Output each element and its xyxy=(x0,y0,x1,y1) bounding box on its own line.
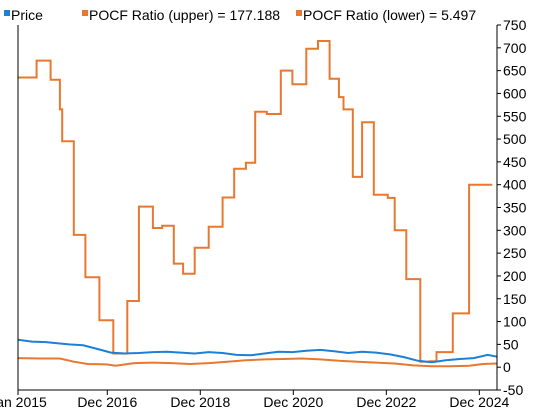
y-tick-label: 150 xyxy=(503,291,527,307)
legend-label-pocf-lower: POCF Ratio (lower) = 5.497 xyxy=(303,7,476,23)
y-tick-label: 750 xyxy=(503,17,527,33)
y-tick-label: 0 xyxy=(503,359,511,375)
y-tick-label: 200 xyxy=(503,268,527,284)
y-tick-label: 400 xyxy=(503,177,527,193)
series-line-pocf-ratio-lower-5-497 xyxy=(17,357,498,368)
axes-layer: 7507006506005505004504003503002502001501… xyxy=(0,17,527,410)
series-line-price xyxy=(17,338,498,364)
legend-swatch-price xyxy=(4,10,10,16)
x-tick-label: Dec 2020 xyxy=(263,394,323,410)
y-tick-label: -50 xyxy=(503,382,523,398)
y-tick-label: 500 xyxy=(503,131,527,147)
legend-swatch-pocf-lower xyxy=(296,10,302,16)
y-tick-label: 550 xyxy=(503,108,527,124)
y-tick-label: 350 xyxy=(503,200,527,216)
x-tick-label: Dec 2016 xyxy=(77,394,137,410)
y-tick-label: 250 xyxy=(503,245,527,261)
x-tick-label: Dec 2018 xyxy=(170,394,230,410)
y-tick-label: 300 xyxy=(503,222,527,238)
y-tick-label: 50 xyxy=(503,336,519,352)
legend-label-pocf-upper: POCF Ratio (upper) = 177.188 xyxy=(89,7,280,23)
legend-swatch-pocf-upper xyxy=(82,10,88,16)
series-line-pocf-ratio-upper-177-188 xyxy=(18,40,493,363)
x-tick-label: Dec 2024 xyxy=(449,394,509,410)
y-tick-label: 700 xyxy=(503,40,527,56)
y-tick-label: 600 xyxy=(503,85,527,101)
x-tick-label: Dec 2022 xyxy=(356,394,416,410)
chart-legend: Price POCF Ratio (upper) = 177.188 POCF … xyxy=(4,7,476,23)
series-layer xyxy=(17,40,498,368)
y-tick-label: 100 xyxy=(503,314,527,330)
y-tick-label: 650 xyxy=(503,63,527,79)
y-tick-label: 450 xyxy=(503,154,527,170)
legend-label-price: Price xyxy=(11,7,43,23)
x-tick-label: Jan 2015 xyxy=(0,394,47,410)
